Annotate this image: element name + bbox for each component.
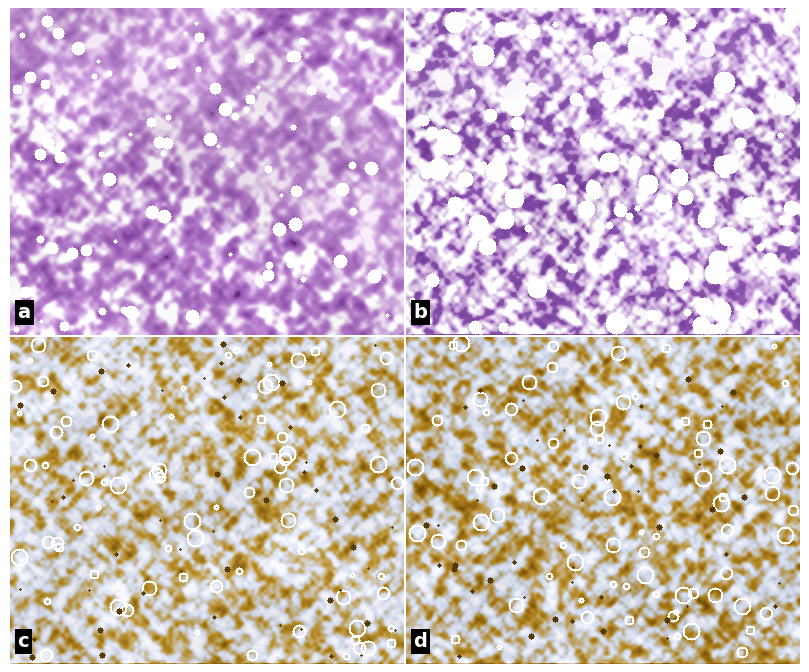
Text: c: c — [18, 632, 29, 651]
Text: b: b — [413, 303, 427, 322]
Text: d: d — [413, 632, 427, 651]
Text: a: a — [18, 303, 31, 322]
